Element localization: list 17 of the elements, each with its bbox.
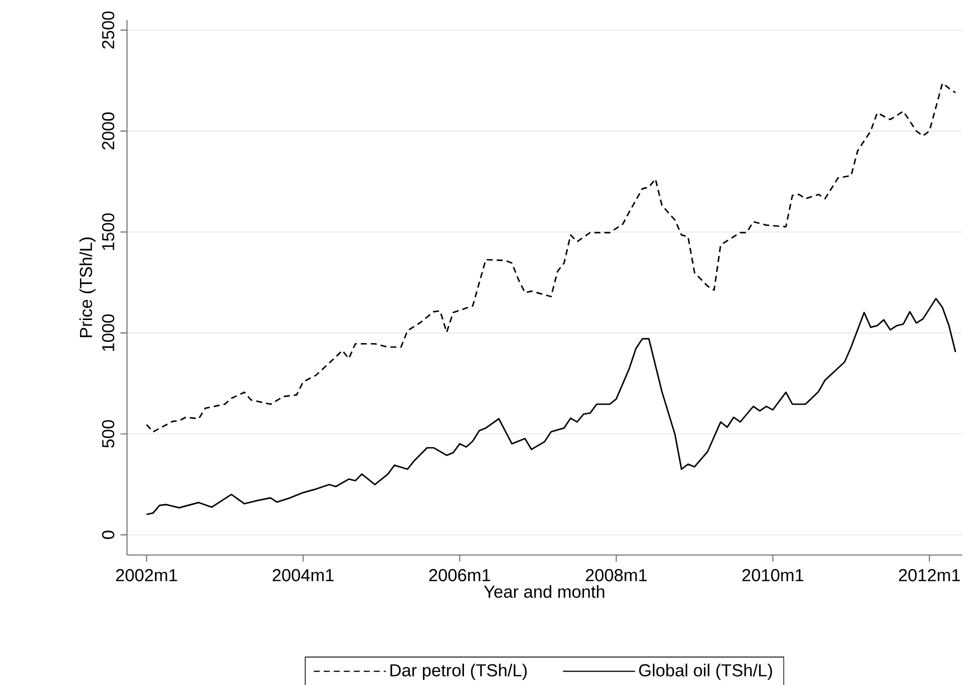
y-tick-label: 2500 [102,11,114,48]
y-tick-label: 500 [102,420,114,448]
x-tick-label: 2004m1 [272,569,334,582]
y-axis-title: Price (TSh/L) [79,238,96,338]
x-tick-label: 2010m1 [742,569,804,582]
y-tick-label: 1000 [102,314,114,351]
legend-label: Dar petrol (TSh/L) [390,664,527,680]
legend-label: Global oil (TSh/L) [639,664,772,680]
x-tick-label: 2002m1 [116,569,178,582]
x-tick-label: 2006m1 [429,569,490,582]
y-tick-label: 0 [102,530,114,539]
x-axis-title: Year and month [484,585,604,598]
x-tick-label: 2008m1 [586,569,647,582]
x-tick-label: 2012m1 [898,569,960,582]
y-tick-label: 2000 [102,112,114,150]
y-tick-label: 1500 [102,213,114,250]
line-series [146,82,956,433]
